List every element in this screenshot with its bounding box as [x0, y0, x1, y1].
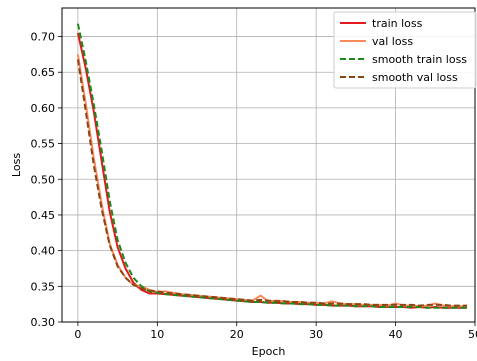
- x-tick-label: 30: [309, 328, 323, 341]
- y-tick-label: 0.50: [31, 173, 56, 186]
- legend-label: smooth val loss: [372, 71, 458, 84]
- axis-ticks: 0 10 20 30 40 50 0.30 0.35 0.40 0.45 0.50 0.55 0.60 0…: [31, 31, 477, 341]
- y-tick-label: 0.55: [31, 138, 56, 151]
- x-tick-label: 0: [74, 328, 81, 341]
- series-lines: [76, 23, 468, 309]
- smooth-train-loss-line: [76, 23, 468, 309]
- y-tick-label: 0.60: [31, 102, 56, 115]
- y-axis-label: Loss: [10, 153, 23, 177]
- x-tick-label: 50: [468, 328, 477, 341]
- legend-label: val loss: [372, 35, 413, 48]
- smooth-val-loss-line: [76, 59, 468, 307]
- legend-label: smooth train loss: [372, 53, 467, 66]
- y-tick-label: 0.40: [31, 245, 56, 258]
- y-tick-label: 0.30: [31, 316, 56, 329]
- val-loss-line: [76, 54, 468, 308]
- legend-box: [333, 11, 477, 89]
- y-tick-label: 0.45: [31, 209, 56, 222]
- y-tick-label: 0.70: [31, 31, 56, 44]
- y-tick-label: 0.65: [31, 66, 56, 79]
- legend: train loss val loss smooth train loss smoot…: [333, 11, 477, 89]
- x-tick-label: 20: [230, 328, 244, 341]
- x-axis-label: Epoch: [252, 345, 286, 358]
- legend-label: train loss: [372, 17, 423, 30]
- x-tick-label: 40: [389, 328, 403, 341]
- y-tick-label: 0.35: [31, 280, 56, 293]
- plot-frame: [61, 7, 476, 323]
- x-tick-label: 10: [150, 328, 164, 341]
